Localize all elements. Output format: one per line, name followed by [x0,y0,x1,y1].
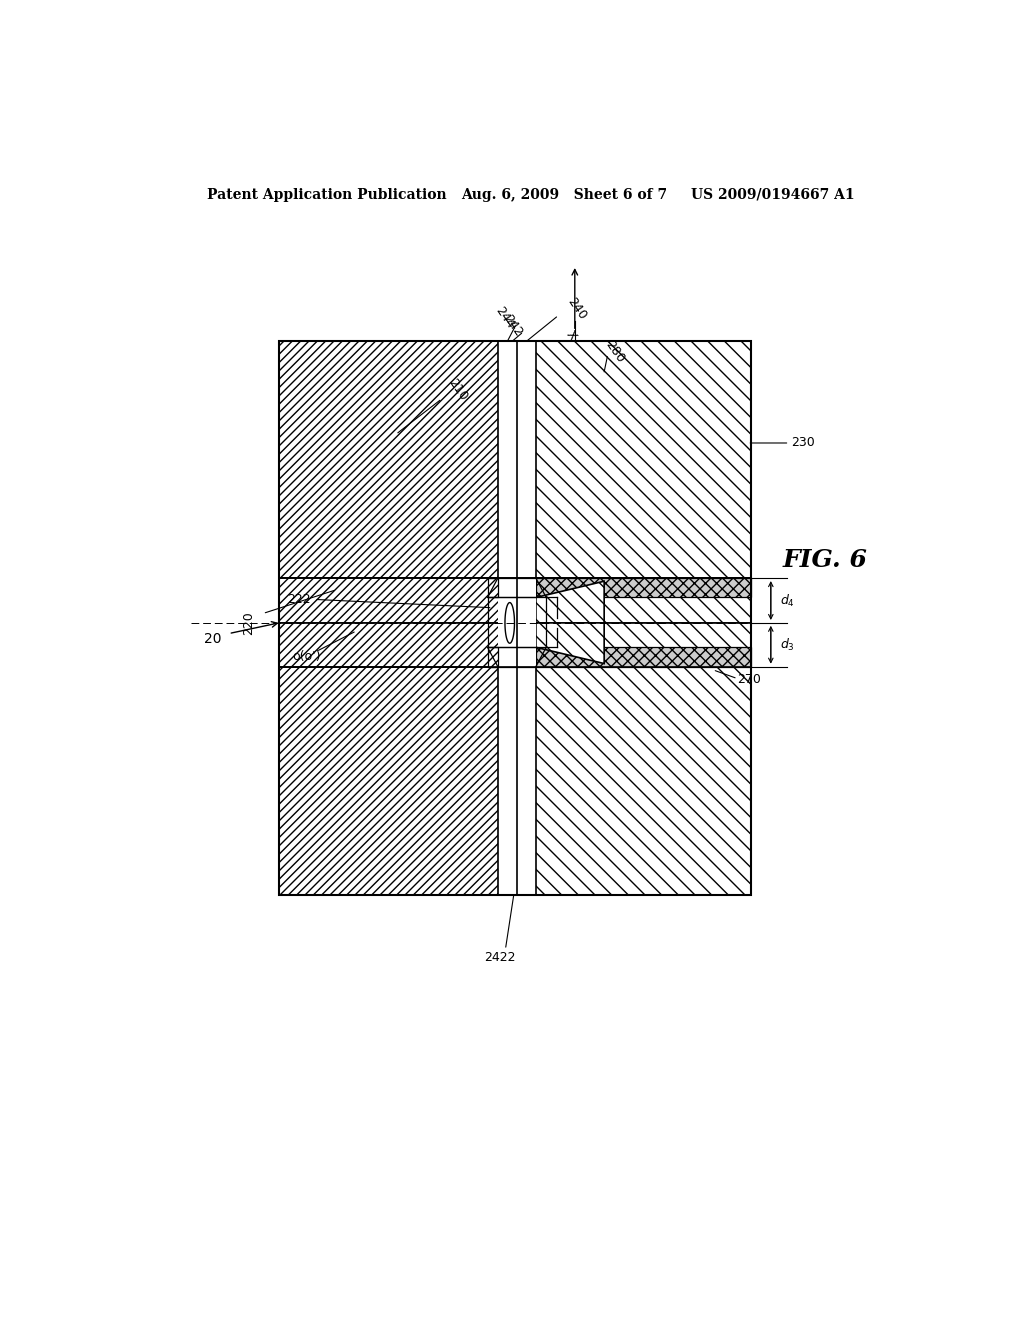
Bar [536,647,751,667]
Polygon shape [505,602,514,643]
Bar [279,342,517,578]
Text: 222: 222 [287,593,310,606]
Text: $d_3$: $d_3$ [780,636,796,653]
Text: o(o'): o(o') [292,649,321,663]
Bar [487,647,498,667]
Polygon shape [536,623,604,664]
Bar [604,623,751,667]
Bar [279,623,517,667]
Bar [279,578,517,623]
Text: 280: 280 [602,338,627,366]
Text: 2422: 2422 [483,950,515,964]
Text: Aug. 6, 2009   Sheet 6 of 7: Aug. 6, 2009 Sheet 6 of 7 [461,187,668,202]
Bar [604,578,751,623]
Polygon shape [536,581,604,623]
Bar [498,667,536,895]
Bar [498,342,536,578]
Text: 242: 242 [501,313,524,339]
Bar [517,667,751,895]
Text: 220: 220 [242,611,255,635]
Text: X: X [563,327,579,342]
Text: $d_4$: $d_4$ [780,593,796,609]
Bar [517,342,751,578]
Text: 240: 240 [564,296,589,322]
Text: US 2009/0194667 A1: US 2009/0194667 A1 [691,187,855,202]
Text: 20: 20 [204,632,221,647]
Text: 244: 244 [493,305,517,331]
Bar [279,667,517,895]
Text: 210: 210 [445,376,469,404]
Text: 270: 270 [737,673,762,686]
Bar [498,578,536,667]
Text: Patent Application Publication: Patent Application Publication [207,187,447,202]
Bar [536,647,604,667]
Text: FIG. 6: FIG. 6 [782,548,867,572]
Bar [536,578,751,598]
Bar [536,578,604,598]
Bar [487,578,498,598]
Bar [279,342,751,895]
Bar [517,342,751,578]
Text: 230: 230 [791,437,814,450]
